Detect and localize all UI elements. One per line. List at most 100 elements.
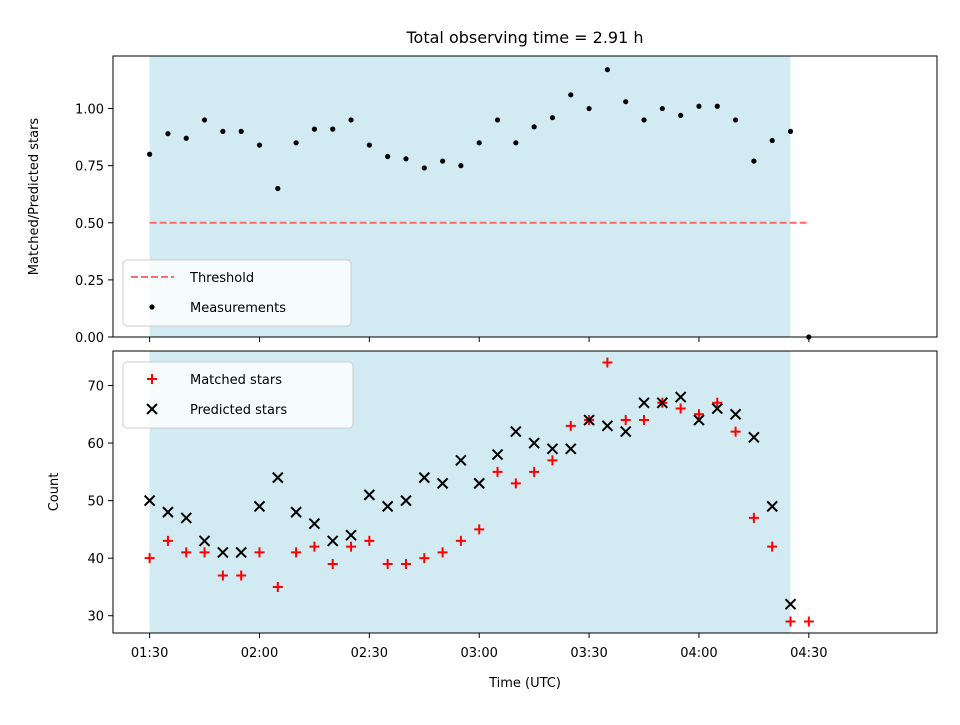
predicted-star-point [528,437,540,449]
legend-predicted-swatch [146,403,158,415]
measurement-point [494,117,501,123]
predicted-star-point [327,535,339,547]
y-tick-label: 0.25 [75,274,104,289]
measurement-point [238,128,244,134]
matched-star-point [309,541,320,552]
matched-star-point [620,415,631,426]
measurement-point [586,105,592,112]
x-tick-label: 03:00 [460,646,497,661]
predicted-star-point [162,506,174,518]
measurement-point [531,124,537,130]
measurement-point [366,142,372,148]
x-tick-label: 02:30 [351,646,388,661]
measurement-point [403,156,409,162]
matched-star-point [565,420,576,431]
legend-matched-swatch [147,374,157,384]
measurement-point [165,131,171,137]
matched-star-point [236,570,247,581]
predicted-star-point [620,425,632,438]
predicted-star-point [381,500,394,513]
matched-star-point [547,455,558,466]
y-tick-label: 70 [87,380,104,395]
y-tick-label: 50 [87,495,104,510]
measurement-point [659,105,665,112]
measurement-point [220,128,226,134]
x-tick-label: 02:00 [241,646,278,661]
ratio-panel: 0.00 0.25 0.50 0.75 1.00 Matched/Predicted st… [27,55,938,346]
matched-star-point [199,547,210,558]
measurement-point [476,140,482,146]
matched-star-point [730,426,741,437]
measurement-point [256,142,263,148]
matched-star-point [639,415,650,426]
matched-star-point [400,558,411,569]
predicted-star-point [345,529,357,541]
measurement-point [293,140,299,146]
matched-star-point [272,581,283,592]
measurement-point [513,140,519,146]
matched-star-point [675,403,686,414]
predicted-star-point [766,500,778,513]
matched-star-point [748,512,759,523]
measurement-point [458,163,464,169]
matched-star-point [767,541,778,552]
measurement-point [330,126,336,132]
legend-box [122,259,352,327]
legend-matched-label: Matched stars [190,373,282,388]
legend-measurement-label: Measurements [190,301,286,316]
x-tick-label: 04:30 [790,646,827,661]
matched-star-point [437,547,448,558]
predicted-star-point [674,391,687,403]
measurement-point [787,128,794,134]
y-axis-label: Matched/Predicted stars [27,118,42,276]
matched-star-point [474,524,485,535]
measurement-point [696,103,702,109]
measurement-point [201,117,208,123]
matched-star-point [693,409,704,420]
predicted-star-point [235,546,247,559]
y-tick-label: 40 [87,552,104,567]
predicted-star-point [510,425,522,438]
matched-star-point [346,541,357,552]
y-tick-label: 30 [87,610,104,625]
predicted-star-point [583,414,595,426]
matched-star-point [803,616,814,627]
predicted-star-point [290,506,302,518]
measurement-point [275,185,281,192]
predicted-star-point [455,454,467,467]
measurement-point [641,117,647,123]
y-axis-label: Count [47,473,62,512]
predicted-star-point [180,512,192,524]
predicted-star-point [784,598,797,610]
predicted-star-point [217,546,229,559]
matched-star-point [254,547,265,558]
axes-frame [112,55,938,338]
predicted-star-point [308,517,321,530]
y-tick-label: 1.00 [75,103,104,118]
matched-star-point [419,553,430,564]
measurement-point [440,158,446,164]
y-tick-label: 60 [87,437,104,452]
measurement-point [751,158,757,164]
predicted-star-point [656,397,669,409]
matched-star-point [529,466,540,477]
predicted-star-point [729,408,742,421]
legend-predicted-label: Predicted stars [190,403,287,418]
measurement-point [568,92,574,98]
measurement-point [714,103,720,109]
y-tick-label: 0.75 [75,160,104,175]
measurement-point [183,135,189,141]
predicted-star-point [601,420,614,432]
predicted-star-point [272,471,284,484]
predicted-star-point [638,397,650,409]
measurement-point [385,153,391,160]
count-panel: 30 40 50 60 70 01:30 02:00 02:30 03:00 03:30 04:00… [47,350,938,691]
predicted-star-point [565,443,577,455]
predicted-star-point [711,402,723,415]
measurement-point [604,67,611,73]
legend-box [122,361,354,429]
x-axis-label: Time (UTC) [488,676,561,691]
matched-star-point [144,553,155,564]
predicted-star-point [546,443,559,455]
